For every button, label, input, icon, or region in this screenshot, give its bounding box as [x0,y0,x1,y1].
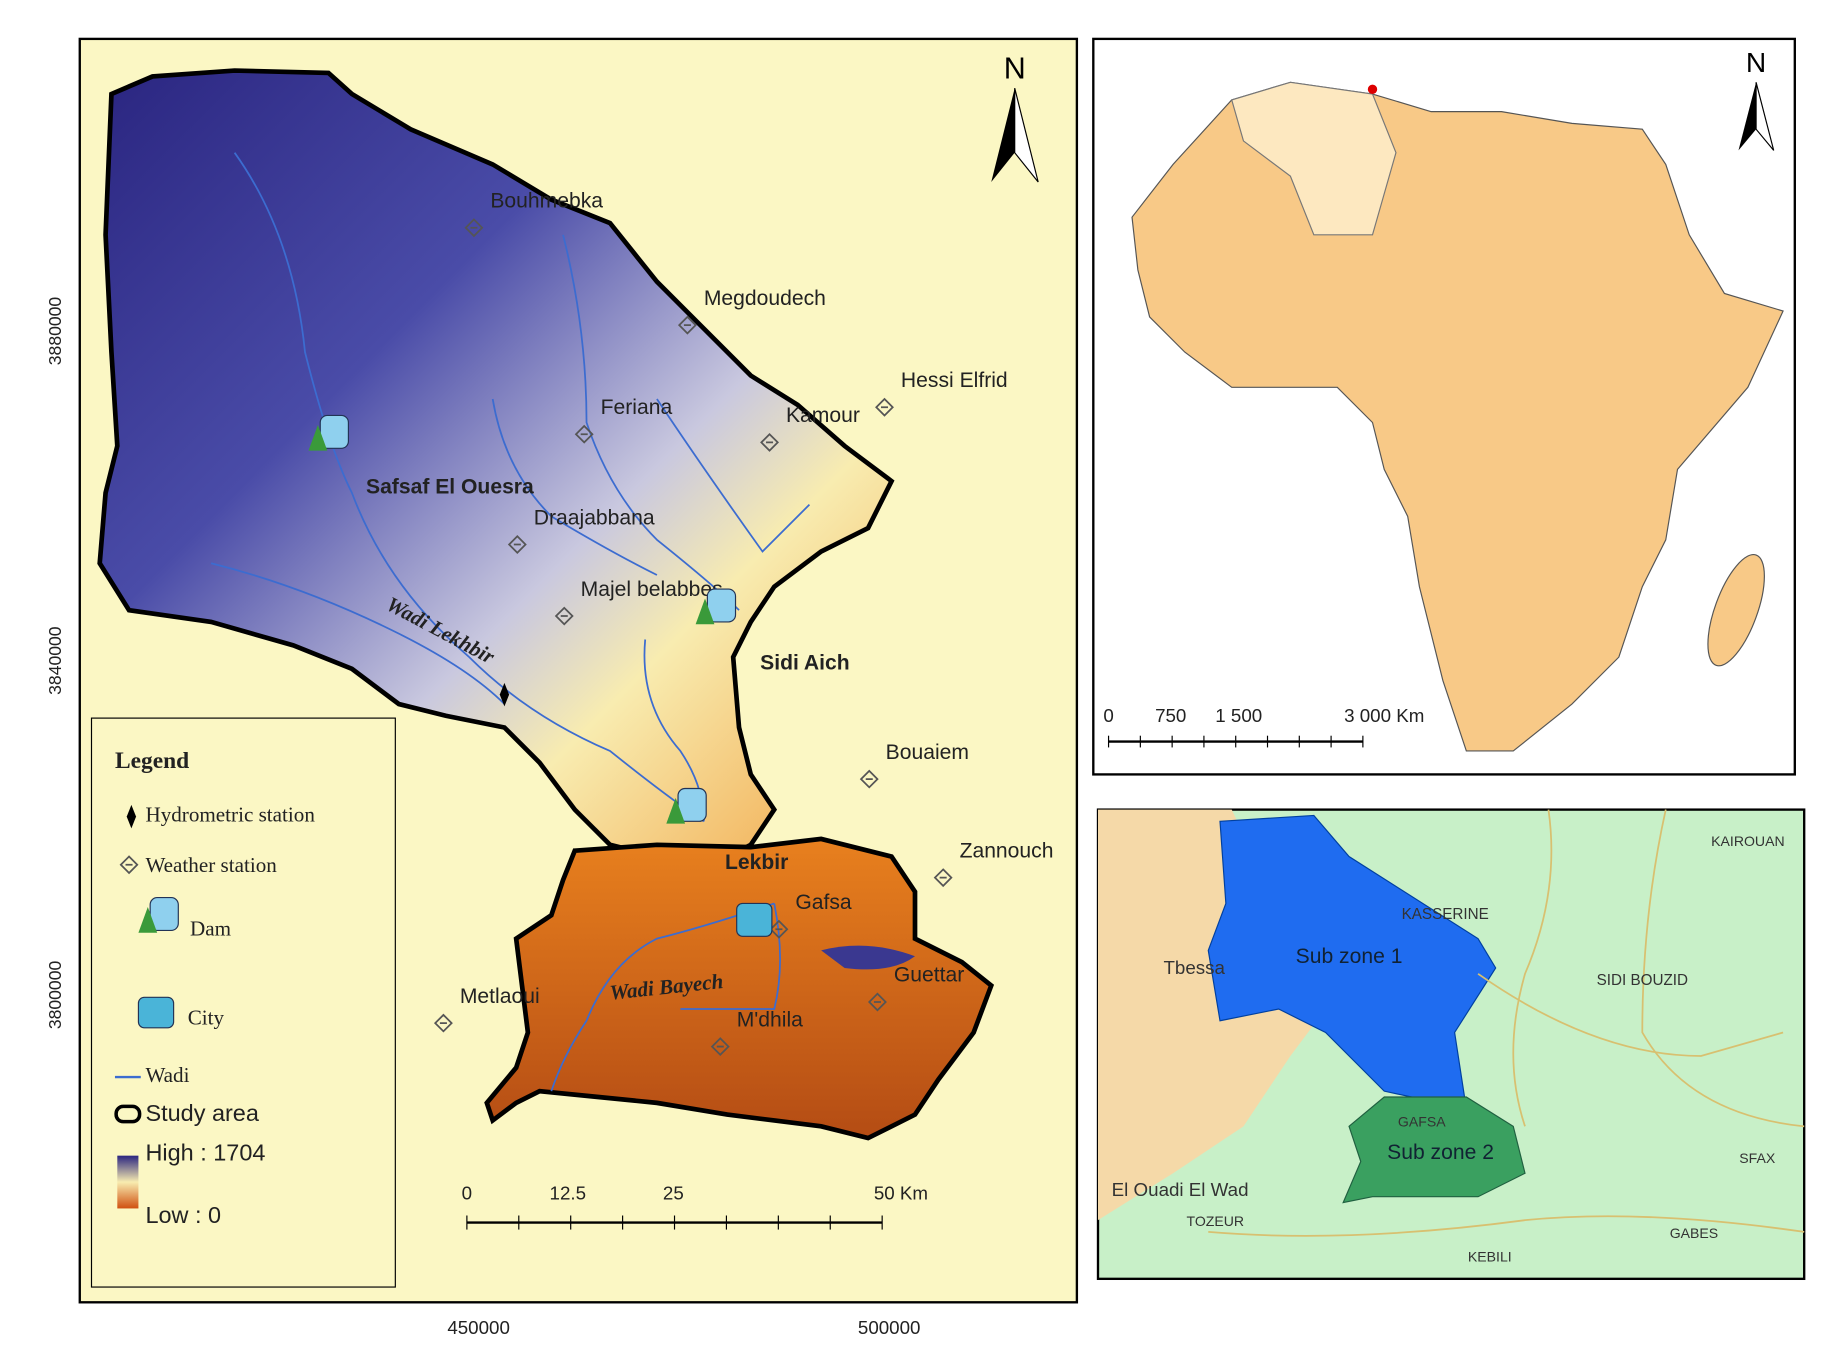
place-label: Feriana [601,396,673,419]
place-label: Majel belabbes [581,578,723,601]
dam-tree [138,906,158,933]
y-axis-label: 3840000 [45,626,65,695]
place-label: Lekbir [725,851,788,874]
upper-basin [97,68,895,871]
scale-label: 0 [1103,705,1113,726]
legend-item: Study area [145,1100,259,1126]
region-label: SFAX [1739,1150,1776,1166]
scale-label: 50 Km [874,1182,928,1203]
sub-zone-2 [1342,1096,1526,1204]
weather-station [433,1013,453,1033]
elevation-ramp [117,1155,139,1209]
x-axis-label: 500000 [858,1317,921,1338]
y-axis-label: 3800000 [45,961,65,1030]
region-label: GABES [1670,1225,1718,1241]
place-label: Bouaiem [886,741,969,764]
study-location [1367,84,1378,95]
region-label: KAIROUAN [1711,833,1784,849]
place-label: Bouhmebka [490,190,603,213]
legend-study-area [114,1104,142,1124]
region-label: Sub zone 2 [1387,1141,1494,1164]
scale-label: 1 500 [1215,705,1262,726]
africa-north-arrow [1738,82,1775,151]
madagascar [1707,554,1765,667]
legend-item: City [188,1005,225,1029]
scale-label: 3 000 Km [1344,705,1424,726]
weather-station [760,432,779,452]
place-label: M'dhila [737,1008,803,1031]
place-label: Metlaoui [460,985,540,1008]
place-label: Draajabbana [534,506,655,529]
city-icon [736,902,773,937]
place-label: Zannouch [960,839,1054,862]
region-label: El Ouadi El Wad [1112,1179,1249,1200]
x-axis-label: 450000 [447,1317,510,1338]
weather-station [933,868,953,888]
region-label: KASSERINE [1402,906,1489,923]
place-label: Sidi Aich [760,652,850,675]
algeria-tunisia [1231,81,1397,236]
lower-basin [484,836,995,1141]
legend-item: Low : 0 [145,1202,221,1228]
legend-city [137,996,175,1029]
north-label: N [1004,52,1026,86]
place-label: Megdoudech [704,287,826,310]
place-label: Safsaf El Ouesra [366,476,534,499]
dam-tree [666,797,686,824]
y-axis-label: 3880000 [45,297,65,366]
region-label: Tbessa [1163,957,1225,978]
region-label: GAFSA [1398,1114,1446,1130]
dam-tree [695,598,715,625]
scale-label: 25 [663,1182,684,1203]
highland-patch [821,945,915,970]
weather-station [710,1037,730,1057]
weather-station [868,992,887,1012]
weather-station [859,769,879,789]
weather-station [507,535,527,554]
weather-station [769,919,789,939]
legend-item: High : 1704 [145,1140,265,1166]
africa [1131,81,1784,752]
weather-station [119,855,139,875]
weather-station [464,218,484,238]
legend-item: Weather station [145,853,277,877]
borders [1208,809,1805,1237]
place-label: Guettar [894,964,964,987]
legend-item: Dam [190,916,232,940]
region-label: SIDI BOUZID [1597,972,1688,989]
legend-item: Wadi [145,1063,189,1087]
scale-label: 750 [1155,705,1186,726]
scale-label: 12.5 [550,1182,587,1203]
region-label: Sub zone 1 [1296,945,1403,968]
place-label: Hessi Elfrid [901,369,1008,392]
north-label: N [1746,47,1766,78]
place-label: Gafsa [795,891,852,914]
weather-station [677,315,697,335]
scale-label: 0 [462,1182,472,1203]
region-label: KEBILI [1468,1248,1512,1264]
place-label: Kamour [786,404,860,427]
dam-tree [308,424,328,451]
weather-station [875,397,894,417]
weather-station [554,606,574,626]
legend-item: Hydrometric station [145,802,315,826]
legend-title: Legend [115,748,189,774]
region-label: TOZEUR [1187,1213,1245,1229]
weather-station [574,424,594,444]
